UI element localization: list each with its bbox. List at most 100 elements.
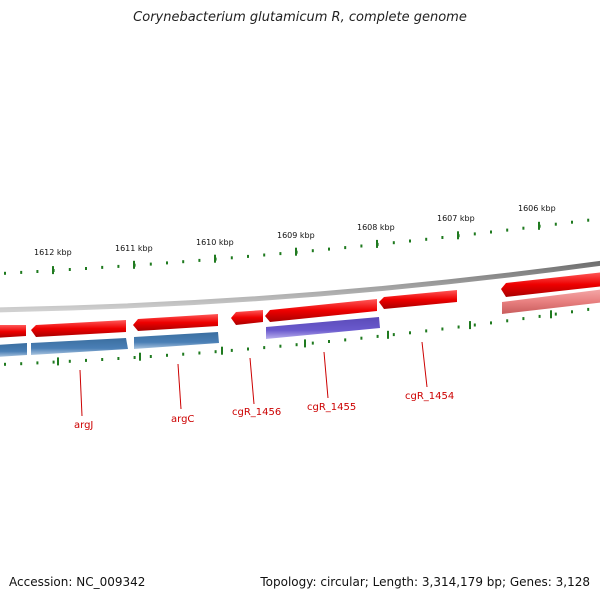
- inner-minor-tick: [214, 350, 217, 354]
- inner-minor-tick: [311, 341, 314, 345]
- gene-arrow-forward[interactable]: [501, 272, 600, 297]
- gene-label-argJ[interactable]: argJ: [74, 420, 93, 431]
- outer-major-tick: [52, 266, 54, 275]
- inner-minor-tick: [68, 359, 71, 363]
- inner-major-tick: [57, 357, 59, 366]
- outer-minor-tick: [441, 236, 444, 239]
- outer-minor-tick: [4, 271, 6, 275]
- inner-minor-tick: [360, 336, 363, 340]
- gene-label-cgR_1455[interactable]: cgR_1455: [307, 402, 356, 413]
- inner-minor-tick: [198, 351, 201, 355]
- inner-minor-tick: [409, 331, 411, 335]
- inner-minor-tick: [587, 307, 590, 311]
- gene-arrow-forward[interactable]: [0, 325, 26, 338]
- gene-arrow-forward[interactable]: [133, 314, 218, 331]
- inner-minor-tick: [376, 334, 379, 338]
- inner-minor-tick: [36, 361, 39, 365]
- inner-major-tick: [469, 321, 471, 330]
- outer-major-tick: [295, 247, 297, 256]
- outer-minor-tick: [230, 256, 233, 260]
- outer-major-tick: [538, 221, 540, 230]
- inner-minor-tick: [490, 321, 492, 325]
- gene-arrow-forward[interactable]: [231, 310, 263, 325]
- inner-minor-tick: [182, 352, 185, 356]
- kbp-label-1608: 1608 kbp: [357, 223, 395, 232]
- inner-minor-tick: [571, 310, 573, 314]
- outer-minor-tick: [490, 230, 492, 234]
- leader-line-argJ: [79, 369, 83, 417]
- outer-major-tick: [457, 231, 459, 240]
- outer-minor-tick: [36, 270, 39, 273]
- kbp-label-1610: 1610 kbp: [196, 238, 234, 247]
- inner-minor-tick: [85, 358, 87, 362]
- outer-minor-tick: [328, 247, 330, 251]
- outer-minor-tick: [68, 268, 71, 271]
- kbp-label-1612: 1612 kbp: [34, 248, 72, 257]
- inner-minor-tick: [506, 319, 509, 323]
- inner-minor-tick: [328, 340, 330, 343]
- kbp-ruler-labels: 1612 kbp 1611 kbp 1610 kbp 1609 kbp 1608…: [34, 204, 556, 257]
- inner-minor-tick: [101, 358, 104, 361]
- gene-labels: argJ argC cgR_1456 cgR_1455 cgR_1454: [74, 391, 454, 431]
- outer-minor-tick: [279, 252, 282, 256]
- inner-tick-marks: [4, 307, 590, 366]
- gene-arrow-reverse[interactable]: [0, 343, 27, 357]
- outer-minor-tick: [344, 246, 347, 250]
- inner-minor-tick: [149, 355, 152, 358]
- reverse-strand-genes: [0, 289, 600, 357]
- inner-minor-tick: [425, 329, 428, 333]
- outer-minor-tick: [506, 228, 509, 232]
- inner-major-tick: [304, 339, 306, 348]
- inner-minor-tick: [20, 362, 23, 366]
- outer-minor-tick: [85, 267, 87, 270]
- gene-arrow-forward[interactable]: [379, 290, 457, 309]
- inner-major-tick: [550, 310, 552, 319]
- inner-minor-tick: [279, 344, 282, 348]
- gene-arrow-reverse[interactable]: [266, 317, 380, 339]
- outer-minor-tick: [311, 249, 314, 253]
- inner-minor-tick: [473, 323, 476, 327]
- gene-arrow-forward[interactable]: [265, 299, 377, 322]
- gene-arrow-faded[interactable]: [502, 289, 600, 314]
- kbp-label-1607: 1607 kbp: [437, 214, 475, 223]
- inner-minor-tick: [117, 357, 120, 360]
- gene-arrow-forward[interactable]: [31, 320, 126, 337]
- gene-label-cgR_1454[interactable]: cgR_1454: [405, 391, 454, 402]
- gene-arrow-reverse[interactable]: [134, 332, 219, 349]
- gene-label-cgR_1456[interactable]: cgR_1456: [232, 407, 281, 418]
- outer-minor-tick: [425, 237, 428, 241]
- outer-tick-marks: [4, 218, 590, 275]
- inner-minor-tick: [133, 356, 136, 359]
- genome-backbone: [0, 260, 600, 313]
- outer-minor-tick: [409, 239, 411, 243]
- inner-minor-tick: [457, 325, 460, 329]
- outer-minor-tick: [522, 226, 525, 230]
- inner-major-tick: [221, 346, 223, 355]
- genome-title: Corynebacterium glutamicum R, complete g…: [133, 10, 467, 25]
- inner-minor-tick: [263, 346, 266, 350]
- inner-major-tick: [139, 352, 141, 361]
- inner-minor-tick: [230, 348, 233, 352]
- inner-minor-tick: [52, 360, 55, 364]
- outer-minor-tick: [182, 260, 185, 264]
- genome-stats-text: Topology: circular; Length: 3,314,179 bp…: [260, 575, 590, 589]
- inner-minor-tick: [295, 343, 298, 347]
- gene-label-leaders: [79, 341, 428, 417]
- outer-minor-tick: [247, 254, 249, 258]
- inner-minor-tick: [4, 362, 6, 366]
- leader-line-argC: [177, 363, 182, 410]
- inner-minor-tick: [522, 317, 525, 321]
- kbp-label-1609: 1609 kbp: [277, 231, 315, 240]
- outer-minor-tick: [117, 264, 120, 268]
- inner-minor-tick: [441, 327, 444, 331]
- outer-minor-tick: [360, 244, 363, 248]
- inner-minor-tick: [538, 314, 541, 318]
- outer-minor-tick: [101, 265, 104, 269]
- leader-line-cgR_1454: [421, 341, 428, 388]
- outer-minor-tick: [473, 232, 476, 236]
- gene-label-argC[interactable]: argC: [171, 414, 194, 425]
- gene-arrow-reverse[interactable]: [31, 338, 128, 355]
- kbp-label-1611: 1611 kbp: [115, 244, 153, 253]
- inner-minor-tick: [554, 312, 557, 316]
